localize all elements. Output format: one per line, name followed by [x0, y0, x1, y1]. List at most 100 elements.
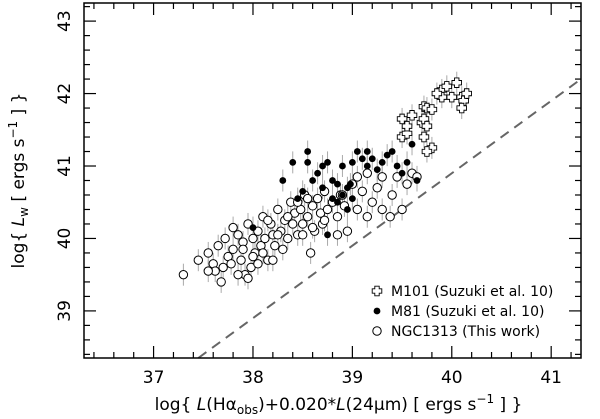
data-point [346, 180, 354, 188]
data-point [302, 212, 313, 222]
data-point [283, 212, 293, 222]
y-tick-label: 40 [55, 228, 75, 250]
data-point [273, 204, 283, 215]
data-point [324, 231, 331, 239]
x-tick-label: 41 [540, 368, 562, 388]
data-point [421, 146, 433, 157]
data-markers [178, 77, 472, 287]
data-point [304, 158, 312, 166]
data-point [329, 195, 336, 203]
legend-entry-m81: M81 (Suzuki et al. 10) [373, 304, 544, 320]
data-point [248, 233, 258, 244]
y-tick-label: 41 [55, 155, 75, 177]
data-point [426, 104, 438, 115]
y-tick-label: 39 [55, 300, 75, 322]
data-point [249, 224, 257, 231]
data-point [228, 244, 238, 255]
data-point [408, 140, 416, 148]
data-point [228, 222, 238, 233]
data-point [319, 184, 326, 192]
tick-labels: 37 38 39 40 41 39 40 41 42 43 [55, 10, 562, 388]
data-point [446, 91, 458, 103]
data-point [238, 244, 248, 255]
legend-entry-m101: M101 (Suzuki et al. 10) [371, 284, 553, 300]
y-tick-label: 42 [55, 83, 75, 105]
data-point [258, 248, 268, 258]
data-point [352, 172, 363, 182]
axis-ticks [84, 3, 581, 358]
data-point [383, 151, 391, 159]
data-point [339, 162, 346, 170]
legend-cross-icon [371, 285, 383, 297]
data-point [368, 155, 376, 163]
data-point [253, 259, 263, 269]
data-point [362, 212, 372, 222]
data-point [332, 212, 343, 222]
data-point [218, 262, 228, 273]
data-point [309, 177, 317, 184]
x-axis-label: log{ L(Hαobs)+0.020*L(24μm) [ ergs s−1 ]… [155, 392, 523, 417]
data-point [332, 230, 343, 240]
data-point [178, 269, 189, 280]
data-point [353, 148, 361, 155]
data-point [270, 241, 280, 251]
data-point [393, 162, 401, 170]
data-point [418, 131, 430, 143]
data-point [305, 248, 316, 258]
x-tick-label: 37 [143, 368, 165, 388]
data-point [334, 180, 341, 188]
data-point [203, 248, 213, 258]
data-point [363, 162, 371, 170]
data-point [426, 142, 438, 154]
data-point [297, 230, 308, 240]
data-point [441, 81, 453, 92]
data-point [216, 277, 226, 287]
data-point [461, 88, 472, 99]
data-point [402, 179, 412, 189]
data-point [421, 120, 433, 132]
y-tick-label: 43 [55, 10, 75, 32]
data-point [456, 102, 467, 114]
data-point [362, 168, 372, 178]
data-point [307, 201, 318, 211]
data-point [431, 88, 443, 99]
legend-marker [373, 307, 381, 315]
data-point [220, 233, 230, 244]
data-point [373, 166, 381, 174]
legend-marker [372, 326, 382, 336]
reference-line [197, 78, 582, 359]
data-point [334, 198, 341, 206]
data-point [372, 183, 382, 193]
data-point [278, 244, 288, 255]
data-point [263, 215, 273, 226]
legend-entry-ngc1313: NGC1313 (This work) [372, 324, 540, 340]
data-point [403, 158, 411, 166]
legend-marker [371, 285, 383, 297]
data-point [302, 193, 313, 204]
legend: M101 (Suzuki et al. 10) M81 (Suzuki et a… [371, 284, 553, 340]
data-point [319, 215, 330, 226]
data-point [357, 186, 368, 197]
data-point [294, 195, 302, 203]
data-point [314, 169, 321, 177]
y-axis-label: log{ Lw [ ergs s−1 ] } [6, 93, 31, 269]
data-point [342, 226, 353, 236]
data-point [378, 158, 386, 166]
data-point [279, 177, 287, 184]
data-point [324, 158, 331, 166]
data-point [243, 273, 253, 284]
data-point [233, 230, 243, 240]
data-point [388, 148, 396, 155]
x-tick-label: 38 [242, 368, 264, 388]
data-point [283, 233, 293, 244]
data-point [352, 204, 363, 215]
data-point [398, 169, 406, 177]
data-point [367, 197, 377, 207]
data-point [248, 251, 258, 262]
data-point [377, 172, 387, 182]
data-point [322, 204, 333, 215]
data-point [339, 191, 346, 199]
data-point [385, 212, 395, 222]
legend-label-m81: M81 (Suzuki et al. 10) [391, 304, 544, 320]
